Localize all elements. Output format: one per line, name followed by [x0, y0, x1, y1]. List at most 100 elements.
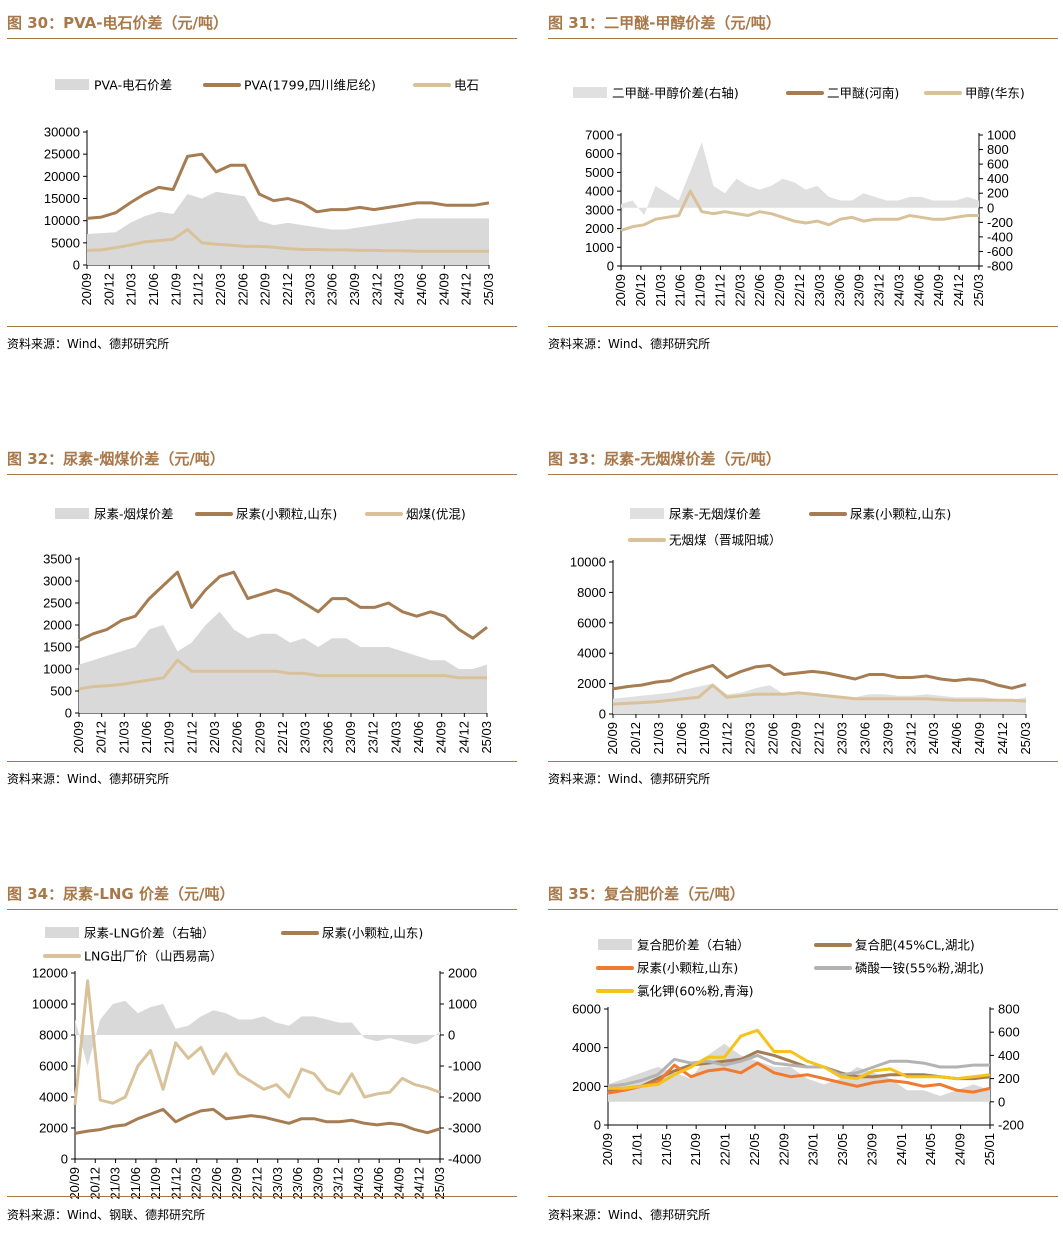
y-tick-label: 10000	[32, 997, 68, 1012]
title-rule	[548, 474, 1058, 475]
x-tick-label: 24/09	[391, 1167, 406, 1200]
x-tick-label: 23/03	[812, 274, 827, 307]
source-note: 资料来源：Wind、德邦研究所	[7, 772, 170, 786]
legend-label: PVA-电石价差	[94, 78, 172, 93]
x-tick-label: 21/03	[651, 722, 666, 755]
legend-label: 复合肥(45%CL,湖北)	[855, 938, 975, 953]
x-tick-label: 23/03	[298, 721, 313, 754]
legend-swatch	[573, 87, 607, 98]
x-tick-label: 22/03	[743, 722, 758, 755]
x-tick-label: 22/09	[776, 1133, 791, 1166]
x-tick-label: 22/12	[280, 273, 295, 306]
series-area	[621, 142, 979, 216]
legend-item: 尿素-LNG价差（右轴）	[45, 926, 215, 941]
y-tick-label: 2500	[43, 596, 72, 611]
x-tick-label: 23/01	[806, 1133, 821, 1166]
x-tick-label: 23/09	[347, 273, 362, 306]
x-tick-label: 20/12	[633, 274, 648, 307]
source-rule	[7, 761, 517, 762]
chart-svg: 尿素-无烟煤价差 尿素(小颗粒,山东) 无烟煤（晋城阳城） 0 2000 4000 6000…	[570, 507, 1033, 755]
x-tick-label: 23/12	[369, 273, 384, 306]
legend-item: 尿素-烟煤价差	[55, 507, 174, 522]
y-tick-label-right: 2000	[448, 966, 477, 981]
x-tick-label: 23/06	[325, 273, 340, 306]
y-tick-label: 30000	[44, 125, 80, 140]
y-tick-label: 25000	[44, 147, 80, 162]
x-tick-label: 23/09	[310, 1167, 325, 1200]
chart-title: 图 35：复合肥价差（元/吨）	[548, 885, 745, 903]
x-tick-label: 21/09	[162, 721, 177, 754]
legend-item: 复合肥(45%CL,湖北)	[814, 938, 975, 953]
x-tick-label: 20/12	[94, 721, 109, 754]
x-tick-label: 24/06	[371, 1167, 386, 1200]
x-tick-label: 25/03	[971, 274, 986, 307]
legend-swatch	[45, 927, 79, 938]
x-tick-label: 22/03	[213, 273, 228, 306]
x-tick-label: 21/03	[124, 273, 139, 306]
x-tick-label: 24/03	[891, 274, 906, 307]
series-line	[74, 1107, 441, 1135]
y-tick-label: 3500	[43, 552, 72, 567]
series-line	[620, 189, 979, 232]
y-tick-label: 2000	[39, 1121, 68, 1136]
chart-svg: 尿素-烟煤价差 尿素(小颗粒,山东) 烟煤(优混) 0 500 1000 1500 2000 2…	[43, 507, 494, 754]
x-tick-label: 23/06	[857, 722, 872, 755]
x-tick-label: 21/03	[116, 721, 131, 754]
legend-label: 尿素(小颗粒,山东)	[236, 507, 337, 522]
x-tick-label: 20/09	[600, 1133, 615, 1166]
x-tick-label: 22/12	[812, 722, 827, 755]
x-tick-label: 25/03	[432, 1167, 447, 1200]
chart-title: 图 33：尿素-无烟煤价差（元/吨）	[548, 450, 781, 468]
x-tick-label: 24/01	[894, 1133, 909, 1166]
x-tick-label: 24/09	[953, 1133, 968, 1166]
x-tick-label: 21/09	[168, 273, 183, 306]
chart-panel-30: 图 30：PVA-电石价差（元/吨） PVA-电石价差 PVA(1799,四川维尼…	[7, 12, 517, 357]
x-tick-label: 22/12	[792, 274, 807, 307]
x-tick-label: 21/06	[139, 721, 154, 754]
x-tick-label: 25/03	[479, 721, 494, 754]
series-line	[78, 658, 487, 691]
chart-panel-32: 图 32：尿素-烟煤价差（元/吨） 尿素-烟煤价差 尿素(小颗粒,山东) 烟煤(优混…	[7, 448, 517, 793]
x-tick-label: 24/09	[931, 274, 946, 307]
y-tick-label: 500	[50, 684, 72, 699]
y-tick-label: 1000	[585, 240, 614, 255]
x-tick-label: 20/09	[79, 273, 94, 306]
x-tick-label: 22/05	[747, 1133, 762, 1166]
y-tick-label: 8000	[39, 1028, 68, 1043]
x-tick-label: 21/03	[108, 1167, 123, 1200]
source-rule	[7, 326, 517, 327]
y-tick-label: 3000	[43, 574, 72, 589]
y-tick-label: 3000	[585, 202, 614, 217]
x-tick-label: 21/12	[184, 721, 199, 754]
x-tick-label: 22/09	[772, 274, 787, 307]
series-area	[75, 1000, 440, 1066]
legend-swatch	[55, 508, 89, 519]
y-tick-label-right: 800	[998, 1002, 1020, 1017]
y-tick-label: 12000	[32, 966, 68, 981]
x-tick-label: 24/09	[434, 721, 449, 754]
chart-title: 图 34：尿素-LNG 价差（元/吨）	[7, 885, 235, 903]
x-tick-label: 22/06	[230, 721, 245, 754]
legend-item: 氯化钾(60%粉,青海)	[596, 984, 754, 999]
y-tick-label-right: 800	[987, 142, 1009, 157]
y-tick-label: 6000	[577, 615, 606, 630]
y-tick-label: 0	[61, 1152, 68, 1167]
legend-item: 复合肥价差（右轴）	[598, 938, 750, 953]
y-tick-label-right: -600	[987, 244, 1013, 259]
x-tick-label: 22/03	[189, 1167, 204, 1200]
legend-label: 二甲醚(河南)	[827, 86, 899, 101]
series-line	[607, 1053, 990, 1088]
x-tick-label: 21/09	[688, 1133, 703, 1166]
x-tick-label: 22/06	[235, 273, 250, 306]
source-note: 资料来源：Wind、德邦研究所	[548, 772, 711, 786]
x-tick-label: 20/09	[71, 721, 86, 754]
legend-swatch	[630, 508, 664, 519]
chart-svg: 复合肥价差（右轴） 复合肥(45%CL,湖北) 尿素(小颗粒,山东) 磷酸一铵(55%…	[572, 938, 1024, 1166]
legend-label: 磷酸一铵(55%粉,湖北)	[855, 961, 984, 976]
y-tick-label-right: -2000	[448, 1090, 481, 1105]
x-tick-label: 23/06	[290, 1167, 305, 1200]
legend-label: LNG出厂价（山西易高）	[84, 949, 223, 964]
source-note: 资料来源：Wind、钢联、德邦研究所	[7, 1208, 206, 1222]
y-tick-label: 5000	[51, 235, 80, 250]
x-tick-label: 21/06	[673, 274, 688, 307]
